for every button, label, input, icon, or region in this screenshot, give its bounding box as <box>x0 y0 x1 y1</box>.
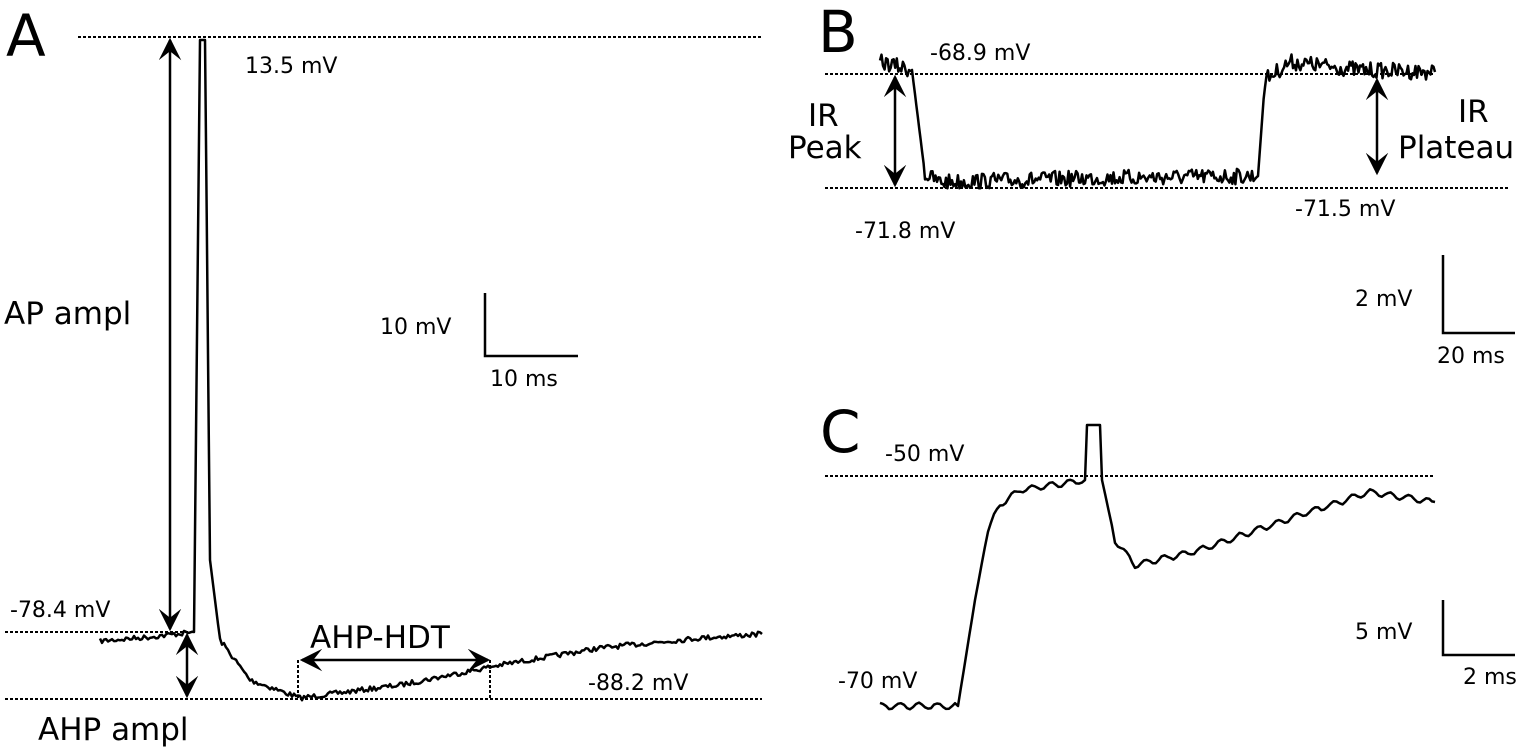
annotation: IR <box>1458 94 1489 130</box>
panel-letter: C <box>820 398 861 466</box>
annotation: AP ampl <box>4 296 131 332</box>
annotation: -50 mV <box>885 442 964 467</box>
scale-label: 10 ms <box>490 367 558 392</box>
annotation: IR <box>808 98 839 134</box>
panel-a: A 13.5 mV -78.4 mV -88.2 mV AP ampl AHP … <box>4 2 763 748</box>
panel-letter: B <box>818 0 858 66</box>
annotation: AHP-HDT <box>310 620 451 656</box>
annotation: -71.5 mV <box>1295 197 1395 222</box>
trace <box>878 53 1437 190</box>
scale-label: 5 mV <box>1355 620 1412 645</box>
annotation: -88.2 mV <box>588 671 688 696</box>
scale-label: 10 mV <box>380 315 451 340</box>
annotation: Plateau <box>1398 130 1514 166</box>
annotation: -71.8 mV <box>855 219 955 244</box>
scale-label: 2 ms <box>1463 665 1517 690</box>
panel-b: B -68.9 mV -71.8 mV -71.5 mV IR Peak IR … <box>788 0 1515 369</box>
panel-letter: A <box>6 2 46 70</box>
panel-c: C -50 mV -70 mV 5 mV 2 ms <box>820 398 1517 711</box>
annotation: Peak <box>788 130 862 166</box>
trace <box>879 423 1436 711</box>
scale-bar <box>483 293 578 358</box>
annotation: 13.5 mV <box>245 54 337 79</box>
scale-label: 20 ms <box>1437 344 1505 369</box>
annotation: AHP ampl <box>38 712 189 748</box>
scale-label: 2 mV <box>1355 287 1412 312</box>
annotation: -78.4 mV <box>10 598 110 623</box>
annotation: -70 mV <box>838 669 917 694</box>
annotation: -68.9 mV <box>930 41 1030 66</box>
trace <box>98 38 763 702</box>
scale-bar <box>1441 255 1515 335</box>
scale-bar <box>1441 600 1515 657</box>
